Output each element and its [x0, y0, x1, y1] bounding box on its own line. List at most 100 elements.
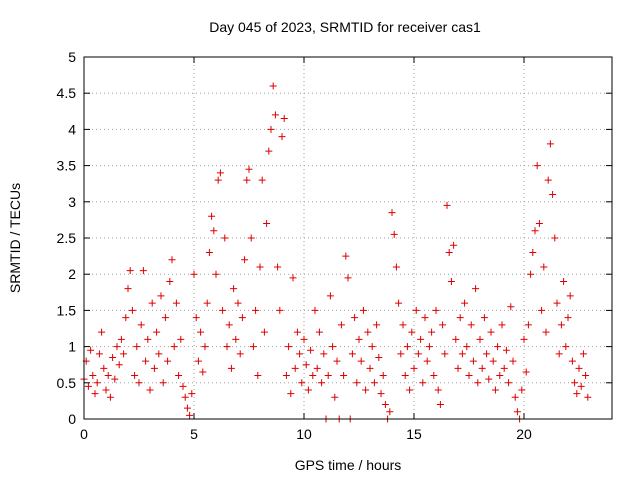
- data-point: [230, 285, 238, 293]
- data-point: [212, 270, 220, 278]
- data-point: [245, 165, 253, 173]
- data-point: [546, 140, 554, 148]
- data-point: [564, 314, 572, 322]
- data-point: [214, 176, 222, 184]
- data-point: [258, 176, 266, 184]
- data-point: [513, 408, 521, 416]
- data-point: [425, 343, 433, 351]
- data-point: [397, 350, 405, 358]
- data-point: [450, 241, 458, 249]
- gridlines: [84, 57, 612, 419]
- data-point: [102, 386, 110, 394]
- data-point: [197, 328, 205, 336]
- data-point: [315, 328, 323, 336]
- data-point: [126, 267, 134, 275]
- data-point: [366, 364, 374, 372]
- data-point: [326, 292, 334, 300]
- data-point: [412, 306, 420, 314]
- data-point: [309, 372, 317, 380]
- data-point: [364, 328, 372, 336]
- data-point: [276, 306, 284, 314]
- data-point: [582, 372, 590, 380]
- data-point: [463, 343, 471, 351]
- data-point: [390, 230, 398, 238]
- data-point: [527, 270, 535, 278]
- data-point: [236, 350, 244, 358]
- data-point: [476, 335, 484, 343]
- data-point: [201, 343, 209, 351]
- data-point: [271, 111, 279, 119]
- data-point: [399, 321, 407, 329]
- data-point: [234, 299, 242, 307]
- data-point: [190, 270, 198, 278]
- x-tick-label: 0: [80, 426, 88, 442]
- y-tick-label: 3.5: [57, 158, 77, 174]
- data-point: [225, 321, 233, 329]
- data-point: [348, 350, 356, 358]
- data-point: [518, 386, 526, 394]
- data-point: [351, 314, 359, 322]
- data-point: [579, 350, 587, 358]
- data-point: [386, 408, 394, 416]
- data-point: [375, 353, 383, 361]
- data-point: [549, 191, 557, 199]
- data-point: [414, 350, 422, 358]
- data-point: [447, 277, 455, 285]
- data-point: [263, 220, 271, 228]
- data-point: [421, 314, 429, 322]
- data-point: [155, 350, 163, 358]
- data-point: [131, 372, 139, 380]
- data-point: [274, 263, 282, 271]
- data-point: [491, 386, 499, 394]
- data-point: [210, 227, 218, 235]
- y-tick-label: 2: [68, 266, 76, 282]
- data-point: [296, 350, 304, 358]
- data-point: [175, 372, 183, 380]
- data-point: [505, 379, 513, 387]
- y-tick-label: 3: [68, 194, 76, 210]
- data-point: [584, 393, 592, 401]
- data-point: [577, 382, 585, 390]
- data-point: [192, 314, 200, 322]
- data-point: [456, 314, 464, 322]
- data-point: [573, 390, 581, 398]
- data-point: [232, 335, 240, 343]
- data-point: [436, 401, 444, 409]
- data-point: [381, 401, 389, 409]
- data-point: [142, 357, 150, 365]
- data-point: [342, 252, 350, 260]
- data-point: [357, 357, 365, 365]
- data-point: [452, 335, 460, 343]
- data-point: [128, 306, 136, 314]
- data-point: [227, 364, 235, 372]
- data-point: [423, 357, 431, 365]
- data-point: [122, 314, 130, 322]
- data-point: [478, 364, 486, 372]
- data-point: [137, 321, 145, 329]
- data-point: [410, 364, 418, 372]
- data-point: [434, 386, 442, 394]
- data-point: [113, 343, 121, 351]
- data-point: [533, 162, 541, 170]
- y-axis-label: SRMTID / TECUs: [7, 183, 23, 293]
- data-point: [568, 357, 576, 365]
- data-point: [329, 343, 337, 351]
- data-point: [331, 393, 339, 401]
- data-point: [144, 335, 152, 343]
- data-point: [111, 375, 119, 383]
- data-point: [403, 343, 411, 351]
- data-point: [280, 115, 288, 123]
- data-point: [84, 382, 92, 390]
- data-point: [170, 343, 178, 351]
- data-point: [199, 368, 207, 376]
- data-point: [293, 328, 301, 336]
- y-tick-label: 1: [68, 339, 76, 355]
- data-point: [302, 361, 310, 369]
- data-point: [324, 372, 332, 380]
- data-point: [441, 350, 449, 358]
- data-point: [89, 372, 97, 380]
- data-point: [265, 147, 273, 155]
- data-point: [221, 234, 229, 242]
- data-point: [172, 299, 180, 307]
